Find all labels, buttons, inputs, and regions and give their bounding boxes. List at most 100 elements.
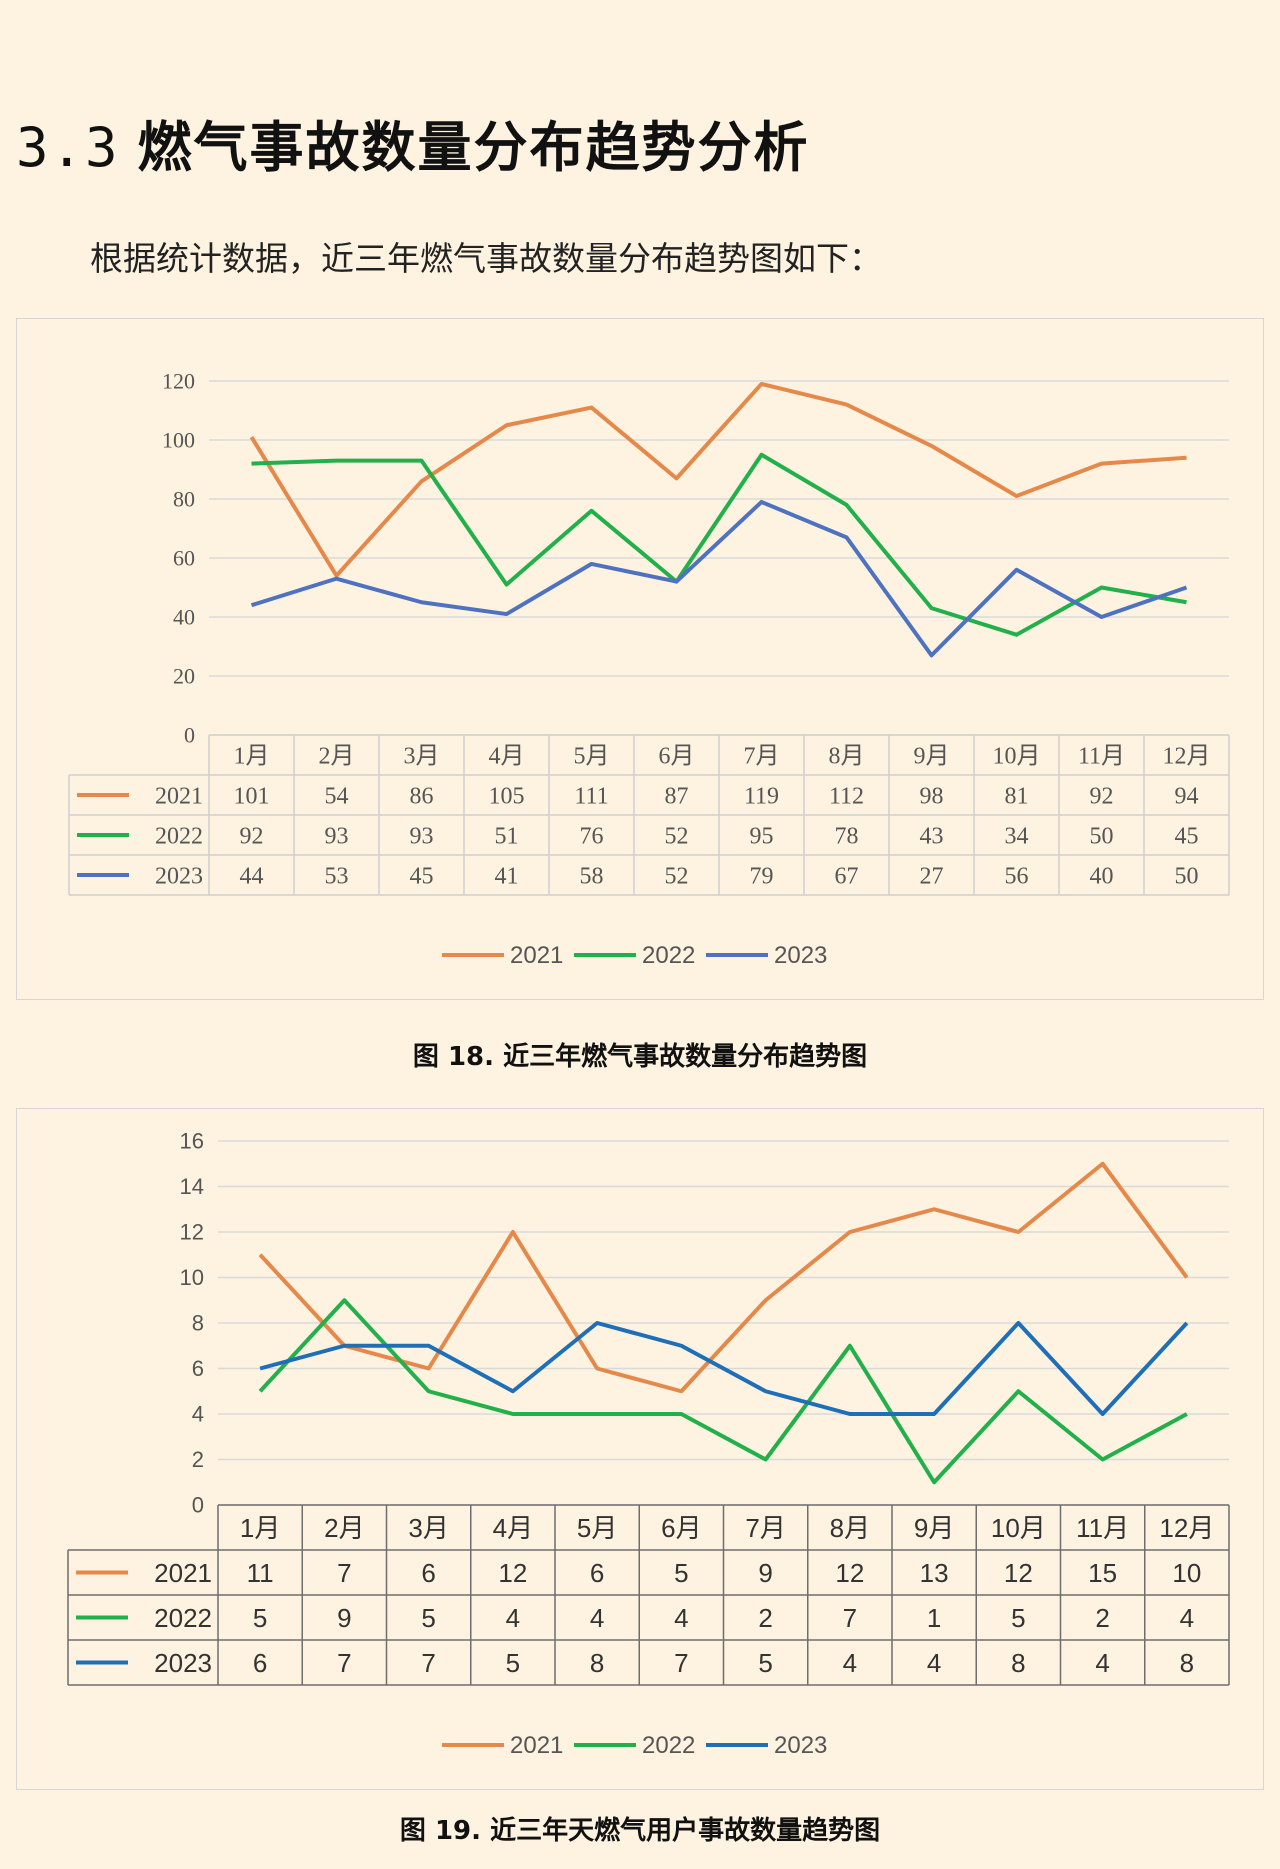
legend-label: 2023 — [774, 942, 827, 969]
y-tick-label: 16 — [180, 1129, 204, 1154]
legend: 2021 2022 2023 — [442, 942, 827, 969]
table-series-name: 2023 — [155, 864, 203, 890]
data-table: 1月 2月 3月 4月 5月 6月 7月 8月 9月 10月 11月 12月 2021 101 54 86 10… — [68, 734, 1230, 896]
table-cell-value: 41 — [495, 864, 519, 890]
table-cell-value: 79 — [750, 864, 774, 890]
legend-label: 2022 — [642, 942, 695, 969]
category-label: 3月 — [408, 1513, 448, 1543]
y-tick-label: 60 — [173, 546, 195, 571]
table-cell-value: 9 — [337, 1603, 351, 1633]
table-cell-value: 4 — [1180, 1603, 1194, 1633]
table-cell-value: 98 — [920, 784, 944, 810]
table-cell-value: 93 — [325, 824, 349, 850]
table-cell-value: 6 — [253, 1648, 267, 1678]
table-cell-value: 10 — [1172, 1558, 1201, 1588]
category-label: 9月 — [914, 744, 950, 770]
category-label: 8月 — [829, 744, 865, 770]
category-label: 1月 — [234, 744, 270, 770]
legend-label: 2021 — [510, 1732, 563, 1759]
table-cell-value: 119 — [744, 784, 779, 810]
table-series-name: 2022 — [154, 1603, 212, 1633]
table-cell-value: 4 — [927, 1648, 941, 1678]
table-cell-value: 12 — [498, 1558, 527, 1588]
legend-label: 2021 — [510, 942, 563, 969]
y-tick-label: 4 — [192, 1402, 204, 1427]
category-label: 11月 — [1076, 1513, 1129, 1543]
table-cell-value: 43 — [920, 824, 944, 850]
table-cell-value: 34 — [1005, 824, 1029, 850]
table-cell-value: 5 — [758, 1648, 772, 1678]
y-tick-label: 40 — [173, 605, 195, 630]
table-cell-value: 1 — [927, 1603, 941, 1633]
table-cell-value: 15 — [1088, 1558, 1117, 1588]
category-label: 9月 — [914, 1513, 954, 1543]
table-cell-value: 6 — [421, 1558, 435, 1588]
table-cell-value: 56 — [1005, 864, 1029, 890]
series-line-2022 — [251, 452, 1187, 637]
y-tick-label: 10 — [180, 1265, 204, 1290]
table-cell-value: 112 — [829, 784, 864, 810]
table-cell-value: 67 — [835, 864, 859, 890]
table-cell-value: 54 — [325, 784, 349, 810]
table-cell-value: 105 — [489, 784, 525, 810]
y-tick-label: 120 — [162, 369, 195, 394]
category-label: 4月 — [489, 744, 525, 770]
table-cell-value: 86 — [410, 784, 434, 810]
table-cell-value: 81 — [1005, 784, 1029, 810]
table-cell-value: 5 — [506, 1648, 520, 1678]
category-label: 7月 — [744, 744, 780, 770]
y-tick-label: 100 — [162, 428, 195, 453]
y-axis: 0 2 4 6 8 10 12 14 16 — [180, 1129, 204, 1518]
table-cell-value: 94 — [1175, 784, 1199, 810]
table-cell-value: 9 — [758, 1558, 772, 1588]
gridlines — [209, 380, 1229, 736]
table-cell-value: 5 — [253, 1603, 267, 1633]
table-cell-value: 50 — [1175, 864, 1199, 890]
y-tick-label: 80 — [173, 487, 195, 512]
table-cell-value: 45 — [410, 864, 434, 890]
table-cell-value: 53 — [325, 864, 349, 890]
category-label: 6月 — [661, 1513, 701, 1543]
category-label: 12月 — [1159, 1513, 1214, 1543]
y-axis: 0 20 40 60 80 100 120 — [162, 369, 195, 748]
table-cell-value: 92 — [240, 824, 264, 850]
table-cell-value: 8 — [590, 1648, 604, 1678]
category-label: 5月 — [574, 744, 610, 770]
table-cell-value: 4 — [1095, 1648, 1109, 1678]
table-cell-value: 8 — [1011, 1648, 1025, 1678]
gridlines — [218, 1140, 1229, 1506]
intro-paragraph: 根据统计数据，近三年燃气事故数量分布趋势图如下： — [90, 239, 882, 278]
y-tick-label: 0 — [192, 1493, 204, 1518]
category-label: 11月 — [1078, 744, 1125, 770]
series-line-2021 — [258, 1161, 1189, 1394]
section-title: 3.3 燃气事故数量分布趋势分析 — [16, 103, 810, 182]
table-cell-value: 7 — [337, 1648, 351, 1678]
table-cell-value: 93 — [410, 824, 434, 850]
table-cell-value: 4 — [843, 1648, 857, 1678]
table-series-name: 2023 — [154, 1648, 212, 1678]
table-cell-value: 76 — [580, 824, 604, 850]
table-cell-value: 5 — [674, 1558, 688, 1588]
table-cell-value: 92 — [1090, 784, 1114, 810]
category-label: 8月 — [830, 1513, 870, 1543]
table-cell-value: 27 — [920, 864, 944, 890]
table-cell-value: 58 — [580, 864, 604, 890]
table-cell-value: 13 — [920, 1558, 949, 1588]
series-line-2021 — [249, 381, 1187, 578]
table-cell-value: 12 — [835, 1558, 864, 1588]
y-tick-label: 6 — [192, 1356, 204, 1381]
table-cell-value: 78 — [835, 824, 859, 850]
series-line-2023 — [259, 1321, 1189, 1416]
y-tick-label: 20 — [173, 664, 195, 689]
household-accident-trend-chart: 0 2 4 6 8 10 12 14 16 1月 2月 3月 4月 5月 6月 7月 8月 9月 10月 11月 12月… — [16, 1108, 1264, 1790]
section-number: 3.3 — [16, 116, 120, 179]
table-cell-value: 8 — [1180, 1648, 1194, 1678]
table-cell-value: 11 — [247, 1558, 274, 1588]
table-cell-value: 7 — [674, 1648, 688, 1678]
category-label: 10月 — [991, 1513, 1046, 1543]
table-cell-value: 4 — [506, 1603, 520, 1633]
table-cell-value: 7 — [843, 1603, 857, 1633]
category-label: 3月 — [404, 744, 440, 770]
category-label: 12月 — [1163, 744, 1211, 770]
